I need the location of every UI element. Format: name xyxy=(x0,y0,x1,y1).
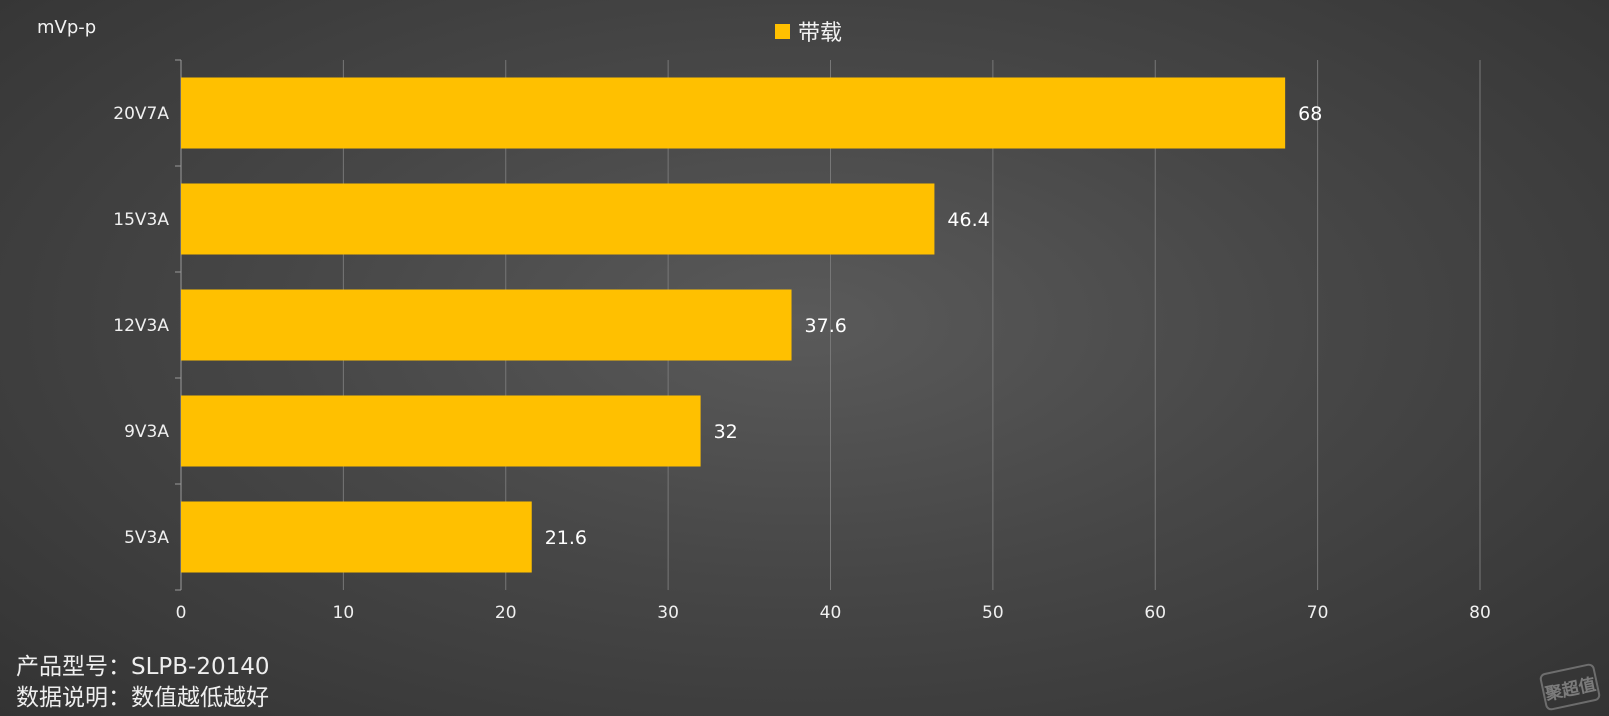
bar xyxy=(181,77,1286,149)
bar xyxy=(181,183,935,255)
y-category-label: 9V3A xyxy=(124,422,169,442)
x-tick-label: 0 xyxy=(176,603,187,623)
bar xyxy=(181,501,532,573)
data-label: 46.4 xyxy=(947,209,989,231)
data-label: 32 xyxy=(714,421,738,443)
data-label: 21.6 xyxy=(545,527,587,549)
legend-swatch xyxy=(775,23,790,39)
x-tick-label: 60 xyxy=(1144,603,1166,623)
x-tick-label: 30 xyxy=(657,603,679,623)
unit-label: mVp-p xyxy=(37,17,97,38)
y-category-label: 15V3A xyxy=(113,210,169,230)
legend: 带载 xyxy=(775,15,842,47)
y-category-label: 12V3A xyxy=(113,316,169,336)
x-tick-label: 40 xyxy=(820,603,842,623)
data-label: 37.6 xyxy=(805,315,847,337)
y-category-label: 20V7A xyxy=(113,104,169,124)
x-tick-label: 10 xyxy=(333,603,355,623)
bar xyxy=(181,289,792,361)
product-model-note: 产品型号：SLPB-20140 xyxy=(16,654,270,680)
x-tick-label: 50 xyxy=(982,603,1004,623)
x-tick-label: 70 xyxy=(1307,603,1329,623)
chart-notes: 产品型号：SLPB-20140 数据说明：数值越低越好 xyxy=(16,652,270,714)
x-tick-label: 20 xyxy=(495,603,517,623)
bar xyxy=(181,395,701,467)
x-tick-label: 80 xyxy=(1469,603,1491,623)
y-category-label: 5V3A xyxy=(124,528,169,548)
data-labels: 68 46.4 37.6 32 21.6 xyxy=(545,103,1323,549)
legend-label: 带载 xyxy=(798,21,843,46)
data-label: 68 xyxy=(1298,103,1322,125)
bars xyxy=(181,77,1286,573)
data-description-note: 数据说明：数值越低越好 xyxy=(16,685,269,711)
